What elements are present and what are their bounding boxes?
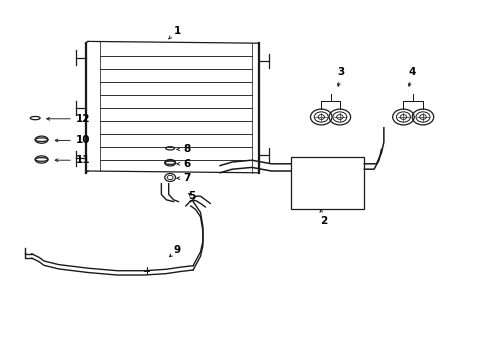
Text: 9: 9 — [169, 245, 181, 257]
Text: 3: 3 — [337, 67, 344, 86]
Text: 10: 10 — [55, 135, 90, 145]
Text: 4: 4 — [407, 67, 415, 86]
Text: 12: 12 — [47, 114, 90, 124]
Text: 6: 6 — [177, 159, 190, 169]
Text: 5: 5 — [188, 191, 195, 201]
Text: 11: 11 — [55, 155, 90, 165]
Text: 1: 1 — [168, 26, 181, 39]
Bar — [290, 157, 364, 209]
Text: 2: 2 — [319, 210, 327, 226]
Text: 8: 8 — [177, 144, 190, 154]
Text: 7: 7 — [177, 173, 190, 183]
